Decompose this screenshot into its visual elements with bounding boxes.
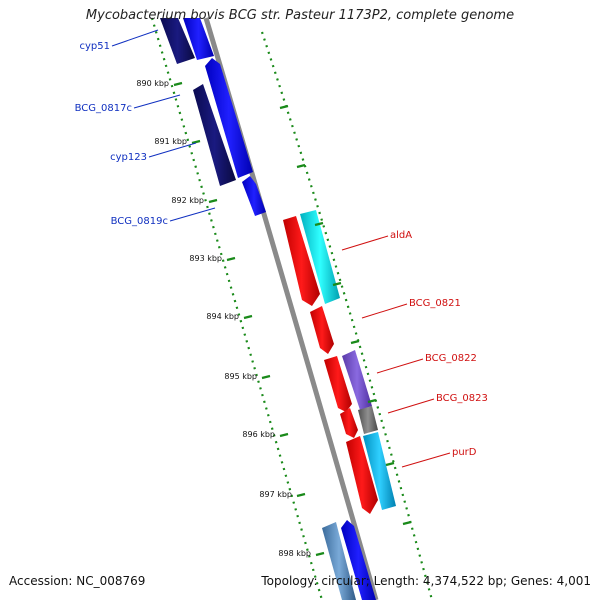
kbp-tick-label: 895 kbp xyxy=(224,372,257,381)
kbp-tick-label: 891 kbp xyxy=(154,137,187,146)
gene-label-cyp51[interactable]: cyp51 xyxy=(80,41,111,52)
outer-tick-mark xyxy=(296,163,306,169)
gene-feature-purd-sky[interactable] xyxy=(363,432,396,510)
kbp-tick-mark xyxy=(261,374,271,380)
gene-feature-cyp123[interactable] xyxy=(205,58,253,178)
gene-feature-bcg0823-gray[interactable] xyxy=(358,406,378,434)
gene-feature-purd[interactable] xyxy=(346,436,378,514)
map-title: Mycobacterium bovis BCG str. Pasteur 117… xyxy=(85,8,515,23)
gene-callout-line xyxy=(361,303,408,319)
outer-ticks xyxy=(279,104,412,526)
accession-label: Accession: NC_008769 xyxy=(9,574,146,588)
kbp-tick-label: 890 kbp xyxy=(136,79,169,88)
outer-tick-mark xyxy=(314,221,324,227)
gene-feature-bcg0822-purple[interactable] xyxy=(342,350,372,410)
gene-label-bcg_0821[interactable]: BCG_0821 xyxy=(409,298,461,309)
kbp-tick-label: 893 kbp xyxy=(189,254,222,263)
kbp-ticks: 890 kbp 891 kbp 892 kbp 893 kbp 894 kbp 895 k… xyxy=(136,79,325,558)
gene-callout-line xyxy=(341,235,389,251)
gene-feature-alda[interactable] xyxy=(283,216,320,306)
kbp-tick-label: 898 kbp xyxy=(278,549,311,558)
gene-label-cyp123[interactable]: cyp123 xyxy=(110,152,147,163)
gene-callout-line xyxy=(169,207,216,222)
gene-callout-line xyxy=(133,94,181,109)
outer-tick-mark xyxy=(367,398,377,404)
gene-label-bcg_0823[interactable]: BCG_0823 xyxy=(436,393,488,404)
kbp-tick-mark xyxy=(296,492,306,498)
kbp-tick-mark xyxy=(315,551,325,557)
gene-callout-line xyxy=(111,29,159,47)
left-callouts: cyp51 BCG_0817c cyp123 BCG_0819c xyxy=(75,29,216,227)
outer-tick-mark xyxy=(350,339,360,345)
gene-callout-line xyxy=(376,358,424,374)
gene-label-bcg_0822[interactable]: BCG_0822 xyxy=(425,353,477,364)
kbp-tick-mark xyxy=(279,432,289,438)
gene-feature-bcg0822[interactable] xyxy=(324,356,352,412)
gene-feature-lower-blue[interactable] xyxy=(341,520,376,600)
kbp-tick-mark xyxy=(208,198,218,204)
kbp-tick-label: 894 kbp xyxy=(206,312,239,321)
topology-summary: Topology: circular; Length: 4,374,522 bp… xyxy=(261,574,591,588)
gene-feature-bcg0821[interactable] xyxy=(310,306,334,354)
gene-feature-alda-cyan[interactable] xyxy=(300,210,340,304)
gene-feature-bcg0819c[interactable] xyxy=(242,176,266,216)
gene-feature-bcg0817c[interactable] xyxy=(193,84,236,186)
gene-callout-line xyxy=(148,142,197,158)
kbp-tick-mark xyxy=(226,256,236,262)
kbp-tick-label: 897 kbp xyxy=(259,490,292,499)
gene-callout-line xyxy=(401,452,451,468)
gene-feature-lower-steel[interactable] xyxy=(322,522,356,600)
gene-feature-cyp51-blue[interactable] xyxy=(183,18,214,60)
outer-tick-mark xyxy=(385,461,395,467)
kbp-tick-label: 896 kbp xyxy=(242,430,275,439)
gene-feature-bcg0823[interactable] xyxy=(340,408,358,438)
gene-callout-line xyxy=(387,398,435,414)
outer-dotted-guide xyxy=(260,31,434,600)
gene-label-purd[interactable]: purD xyxy=(452,447,477,458)
kbp-tick-label: 892 kbp xyxy=(171,196,204,205)
outer-tick-mark xyxy=(332,281,342,287)
right-callouts: aldA BCG_0821 BCG_0822 BCG_0823 purD xyxy=(341,230,488,468)
gene-label-alda[interactable]: aldA xyxy=(390,230,412,241)
kbp-tick-mark xyxy=(243,314,253,320)
gene-label-bcg_0817c[interactable]: BCG_0817c xyxy=(75,103,132,114)
gene-feature-cyp51[interactable] xyxy=(160,18,195,64)
inner-dotted-guide xyxy=(150,17,324,600)
kbp-tick-mark xyxy=(191,139,201,145)
kbp-tick-mark xyxy=(173,81,183,87)
gene-label-bcg_0819c[interactable]: BCG_0819c xyxy=(111,216,168,227)
outer-tick-mark xyxy=(402,520,412,526)
outer-tick-mark xyxy=(279,104,289,110)
